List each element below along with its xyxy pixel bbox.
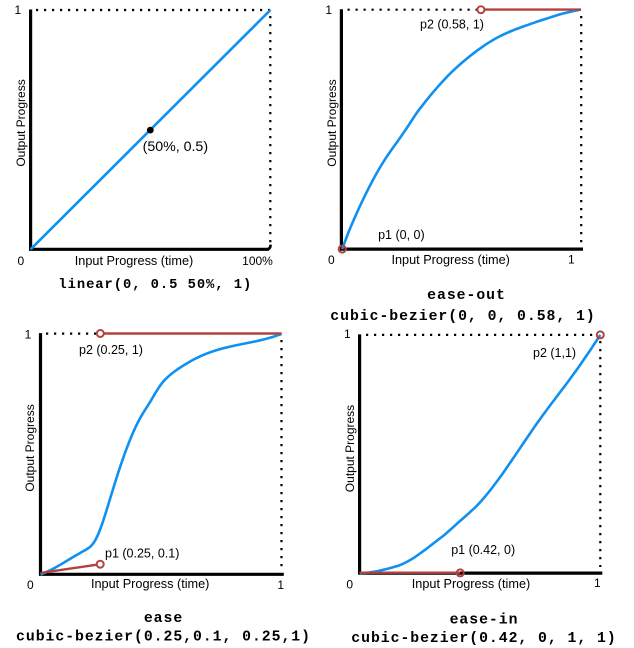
svg-text:1: 1 [594, 576, 601, 590]
svg-text:Output Progress: Output Progress [343, 405, 357, 492]
svg-text:ease: ease [144, 611, 183, 627]
svg-text:0: 0 [346, 577, 353, 591]
svg-text:1: 1 [277, 578, 284, 592]
svg-text:100%: 100% [242, 254, 273, 268]
svg-text:Input Progress (time): Input Progress (time) [75, 254, 193, 268]
svg-text:1: 1 [15, 3, 22, 17]
svg-text:0: 0 [17, 254, 24, 268]
svg-text:Output Progress: Output Progress [325, 79, 339, 166]
svg-text:0: 0 [27, 578, 34, 592]
svg-text:p1 (0.25, 0.1): p1 (0.25, 0.1) [105, 547, 179, 561]
svg-text:cubic-bezier(0.42, 0, 1, 1): cubic-bezier(0.42, 0, 1, 1) [351, 631, 616, 647]
svg-text:ease-in: ease-in [450, 613, 519, 629]
svg-text:p2 (0.25, 1): p2 (0.25, 1) [79, 343, 143, 357]
svg-text:Input Progress (time): Input Progress (time) [391, 253, 509, 267]
svg-text:(50%, 0.5): (50%, 0.5) [143, 139, 208, 155]
svg-text:Input Progress (time): Input Progress (time) [91, 577, 209, 591]
svg-text:Input Progress (time): Input Progress (time) [412, 577, 530, 591]
svg-text:p2 (0.58, 1): p2 (0.58, 1) [420, 18, 484, 32]
svg-text:1: 1 [25, 328, 32, 342]
svg-text:p1 (0, 0): p1 (0, 0) [378, 228, 425, 242]
svg-text:p2 (1,1): p2 (1,1) [533, 346, 576, 360]
svg-text:1: 1 [344, 327, 351, 341]
svg-text:cubic-bezier(0.25,0.1, 0.25,1): cubic-bezier(0.25,0.1, 0.25,1) [16, 630, 311, 646]
svg-text:1: 1 [325, 3, 332, 17]
svg-text:p1 (0.42, 0): p1 (0.42, 0) [451, 543, 515, 557]
svg-text:0: 0 [328, 253, 335, 267]
svg-text:1: 1 [568, 252, 575, 266]
svg-text:cubic-bezier(0, 0, 0.58, 1): cubic-bezier(0, 0, 0.58, 1) [330, 309, 595, 325]
svg-text:Output Progress: Output Progress [14, 79, 28, 166]
svg-text:Output Progress: Output Progress [23, 404, 37, 491]
svg-text:ease-out: ease-out [427, 288, 506, 304]
svg-text:linear(0, 0.5 50%, 1): linear(0, 0.5 50%, 1) [58, 277, 252, 293]
